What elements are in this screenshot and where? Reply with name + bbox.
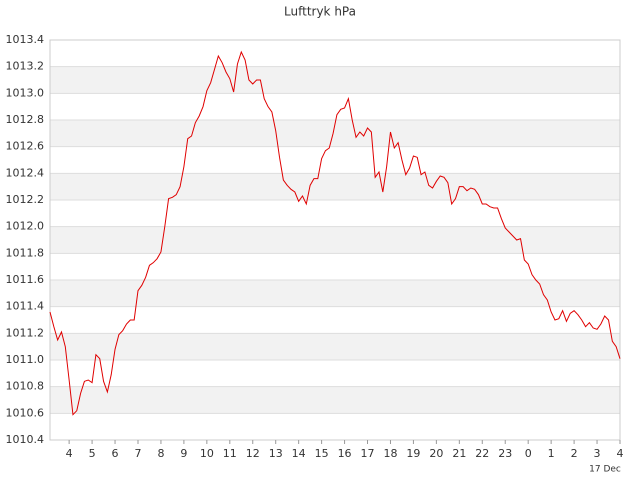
x-tick-label: 8: [157, 447, 164, 460]
plot-frame: [49, 39, 621, 441]
x-tick-label: 12: [246, 447, 260, 460]
y-tick-label: 1012.2: [6, 193, 45, 206]
y-tick-label: 1012.0: [6, 220, 45, 233]
y-tick-label: 1013.2: [6, 60, 45, 73]
y-tick-label: 1011.8: [6, 246, 45, 259]
grid-band: [50, 226, 620, 254]
x-tick-label: 13: [269, 447, 283, 460]
x-tick-label: 2: [571, 447, 578, 460]
x-tick-label: 9: [180, 447, 187, 460]
grid-band: [50, 173, 620, 200]
date-annotation: 17 Dec: [589, 465, 621, 475]
x-tick-label: 19: [406, 447, 420, 460]
y-tick-label: 1012.4: [6, 166, 45, 179]
x-tick-label: 4: [617, 447, 624, 460]
grid-band: [50, 280, 620, 307]
x-tick-label: 3: [594, 447, 601, 460]
x-tick-label: 22: [475, 447, 489, 460]
x-tick-label: 18: [383, 447, 397, 460]
y-tick-label: 1013.0: [6, 86, 45, 99]
x-tick-label: 11: [223, 447, 237, 460]
x-tick-label: 0: [525, 447, 532, 460]
x-tick-label: 17: [361, 447, 375, 460]
x-tick-label: 5: [89, 447, 96, 460]
y-tick-label: 1011.6: [6, 273, 45, 286]
x-tick-label: 23: [498, 447, 512, 460]
x-tick-label: 15: [315, 447, 329, 460]
chart-title: Lufttryk hPa: [284, 5, 356, 19]
x-tick-label: 14: [292, 447, 306, 460]
grid-band: [50, 66, 620, 94]
x-tick-label: 10: [200, 447, 214, 460]
y-tick-label: 1011.0: [6, 353, 45, 366]
x-tick-label: 6: [112, 447, 119, 460]
x-tick-label: 7: [134, 447, 141, 460]
x-tick-label: 1: [548, 447, 555, 460]
y-tick-label: 1010.4: [6, 433, 45, 446]
grid-band: [50, 333, 620, 360]
x-tick-label: 4: [66, 447, 73, 460]
x-tick-label: 21: [452, 447, 466, 460]
grid-band: [50, 386, 620, 414]
x-tick-label: 16: [338, 447, 352, 460]
y-tick-label: 1013.4: [6, 33, 45, 46]
y-tick-label: 1012.8: [6, 113, 45, 126]
line-series: [49, 50, 621, 416]
y-tick-label: 1010.6: [6, 406, 45, 419]
y-tick-label: 1012.6: [6, 140, 45, 153]
x-tick-label: 20: [429, 447, 443, 460]
y-tick-label: 1011.4: [6, 300, 45, 313]
y-tick-label: 1010.8: [6, 380, 45, 393]
y-tick-label: 1011.2: [6, 326, 45, 339]
